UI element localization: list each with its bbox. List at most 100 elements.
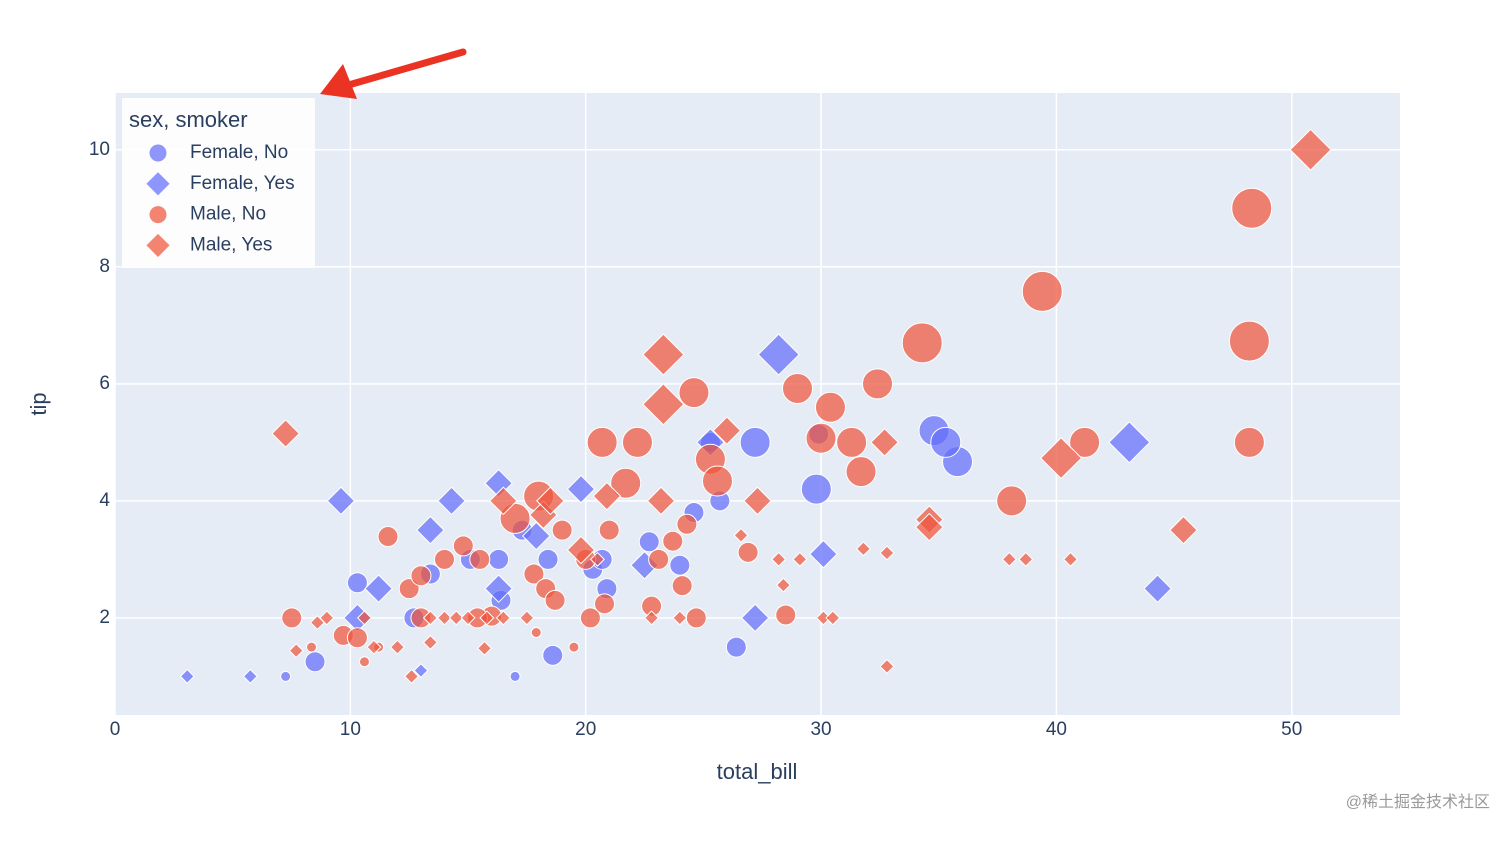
point — [568, 641, 580, 653]
point — [621, 426, 653, 458]
point — [433, 548, 455, 570]
point — [610, 467, 642, 499]
point — [476, 640, 493, 656]
point — [242, 668, 258, 684]
point — [536, 486, 565, 516]
point — [542, 644, 564, 666]
legend-title: sex, smoker — [129, 107, 248, 132]
point — [676, 513, 698, 535]
point — [346, 572, 368, 594]
legend-marker — [146, 233, 170, 257]
point — [1018, 551, 1034, 567]
point — [792, 551, 808, 567]
point — [862, 368, 894, 400]
point — [422, 610, 438, 626]
point — [1169, 515, 1198, 545]
point — [648, 548, 670, 570]
point — [644, 610, 660, 626]
point — [521, 521, 551, 551]
point — [855, 541, 871, 557]
point — [346, 627, 368, 649]
point — [814, 391, 846, 423]
point — [592, 481, 622, 511]
point — [364, 574, 393, 603]
y-tick-label: 4 — [99, 490, 110, 511]
point — [356, 610, 372, 626]
point — [358, 656, 370, 668]
y-tick-label: 8 — [99, 256, 110, 277]
legend: sex, smoker Female, No Female, Yes Male, N… — [122, 98, 315, 268]
point — [671, 575, 693, 597]
point — [712, 416, 742, 445]
point — [701, 465, 733, 497]
point — [404, 668, 420, 684]
legend-marker — [146, 172, 170, 196]
legend-marker — [149, 144, 167, 162]
point — [523, 563, 545, 585]
point — [469, 548, 491, 570]
y-axis-title: tip — [26, 392, 51, 415]
point — [757, 333, 800, 376]
point — [306, 641, 318, 653]
point — [771, 551, 787, 567]
x-tick-label: 30 — [810, 719, 831, 740]
point — [416, 515, 445, 545]
x-tick-label: 40 — [1046, 719, 1067, 740]
point — [488, 548, 510, 570]
point — [281, 607, 303, 629]
x-tick-label: 20 — [575, 719, 596, 740]
legend-label[interactable]: Female, Yes — [190, 173, 295, 194]
point — [1001, 551, 1017, 567]
point — [537, 548, 559, 570]
arrow-shaft — [341, 48, 467, 90]
y-tick-label: 10 — [89, 139, 110, 160]
point — [870, 428, 899, 457]
point — [879, 658, 895, 674]
point — [669, 554, 691, 576]
point — [366, 639, 382, 655]
point — [579, 607, 601, 629]
point — [1039, 437, 1083, 480]
point — [739, 426, 771, 458]
point — [996, 485, 1028, 517]
legend-label[interactable]: Male, Yes — [190, 234, 272, 255]
point — [448, 610, 464, 626]
point — [422, 634, 438, 650]
point — [566, 535, 596, 565]
point — [598, 519, 620, 541]
point — [319, 610, 335, 626]
point — [825, 610, 841, 626]
point — [280, 670, 292, 682]
point — [179, 668, 195, 684]
point — [479, 610, 495, 626]
point — [437, 486, 466, 516]
point — [489, 486, 518, 516]
x-tick-label: 0 — [110, 719, 121, 740]
point — [725, 636, 747, 658]
point — [495, 610, 511, 626]
point — [782, 372, 814, 404]
point — [544, 589, 566, 611]
point — [410, 565, 432, 587]
point — [594, 593, 616, 615]
point — [646, 486, 676, 516]
point — [271, 419, 300, 448]
point — [484, 574, 513, 603]
point — [662, 530, 684, 552]
watermark: @稀土掘金技术社区 — [1346, 793, 1490, 811]
legend-label[interactable]: Male, No — [190, 204, 266, 225]
point — [326, 486, 356, 516]
arrow-head — [320, 64, 357, 99]
point — [733, 527, 749, 543]
point — [1069, 426, 1101, 458]
point — [452, 535, 474, 557]
point — [914, 512, 944, 542]
arrow-annotation — [320, 48, 467, 99]
x-axis-title: total_bill — [717, 759, 798, 784]
point — [800, 473, 832, 505]
legend-label[interactable]: Female, No — [190, 142, 288, 163]
point — [740, 603, 770, 633]
point — [519, 610, 535, 626]
point — [901, 322, 943, 364]
